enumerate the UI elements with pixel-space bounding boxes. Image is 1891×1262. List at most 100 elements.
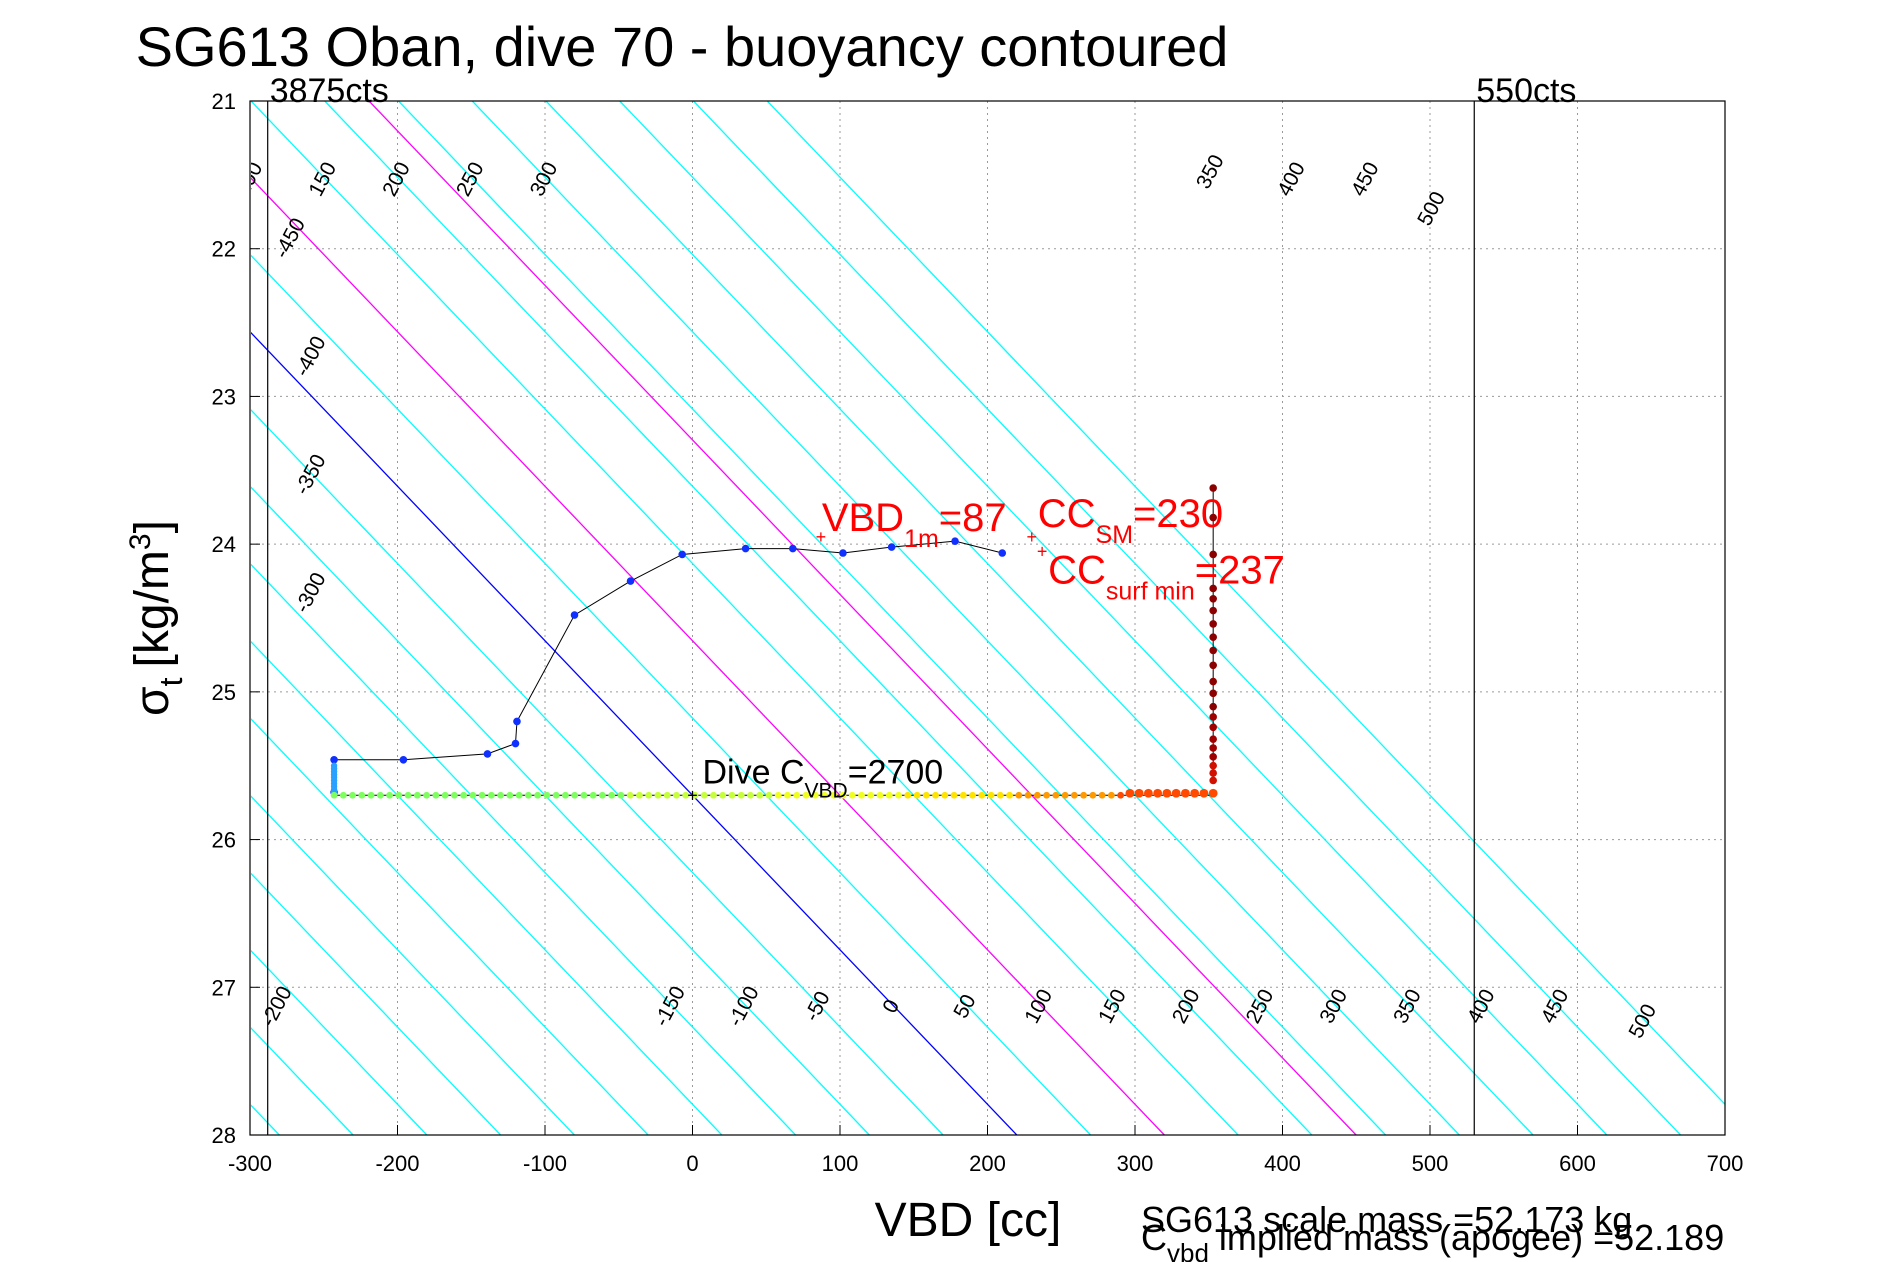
surface-path-point [793, 791, 801, 799]
blue-profile-point [330, 756, 338, 764]
marker-label-value: =87 [939, 496, 1007, 540]
surface-path-point [562, 791, 569, 799]
surface-path-point [719, 791, 727, 799]
surface-path-point [682, 791, 690, 799]
x-tick-label: -100 [523, 1151, 567, 1176]
blue-profile-point [678, 550, 686, 559]
surface-path-point [876, 791, 884, 799]
surface-path-point [1033, 791, 1041, 799]
contour-line [471, 101, 1460, 1135]
red-profile-point [1209, 713, 1217, 721]
y-tick-label: 24 [212, 532, 236, 557]
x-tick-label: 700 [1707, 1151, 1744, 1176]
marker-label-sub: surf min [1106, 578, 1195, 606]
x-tick-label: -300 [228, 1151, 272, 1176]
surface-path-point [1143, 788, 1153, 798]
marker-label-main: CC [1048, 549, 1106, 593]
surface-path-point [580, 791, 588, 799]
annotation-markers: +VBD1m=87 +CCSM=230+ CCsurf min=237+Dive C… [687, 492, 1285, 806]
surface-path-point [756, 791, 764, 799]
x-tick-label: -200 [375, 1151, 419, 1176]
surface-path-point [996, 791, 1004, 799]
chart-title: SG613 Oban, dive 70 - buoyancy contoured [136, 15, 1229, 78]
contour-line [693, 101, 1682, 1135]
red-profile-point [1209, 646, 1217, 655]
surface-path-point [941, 791, 949, 799]
surface-path-point [460, 791, 468, 799]
contour-line [251, 177, 1165, 1135]
surface-path-point [885, 791, 893, 799]
surface-path-point [811, 791, 819, 799]
surface-path-point [1070, 791, 1078, 799]
red-profile-point [1209, 677, 1217, 686]
vbd-limit-lines: 3875cts 550cts [267, 72, 1576, 1135]
surface-path-point [1162, 788, 1172, 798]
red-profile-point [1209, 776, 1217, 785]
surface-path-point [367, 791, 375, 799]
red-profile-point [1209, 513, 1217, 522]
surface-path-point [395, 791, 403, 799]
surface-path-point [423, 791, 431, 799]
y-tick-label: 28 [212, 1123, 236, 1148]
surface-path-point [626, 791, 634, 799]
surface-path-point [1125, 788, 1135, 798]
marker-label: CCsurf min=237 [1048, 549, 1285, 606]
surface-path-point [1098, 791, 1106, 799]
y-axis-label-sup: 3 [124, 533, 157, 550]
contour-line-cc-sm [368, 101, 1357, 1135]
vbd-limit-label: 550cts [1476, 72, 1576, 110]
surface-path-point [848, 791, 856, 799]
surface-path-point [959, 791, 967, 799]
red-profile-point [1209, 661, 1217, 670]
surface-path-point [737, 791, 745, 799]
contour-line [251, 872, 502, 1135]
surface-path-point [987, 791, 995, 799]
surface-path-point [525, 791, 532, 799]
surface-path-point [710, 791, 717, 799]
surface-path-point [1117, 791, 1125, 799]
y-tick-label: 22 [212, 237, 236, 262]
blue-profile-point [511, 739, 520, 748]
surface-path-point [700, 791, 708, 799]
blue-profile-point [570, 611, 579, 619]
surface-path-point [969, 791, 976, 799]
red-profile-point [1209, 620, 1217, 628]
contour-line [251, 101, 1239, 1135]
marker-label-main: VBD [822, 496, 904, 540]
x-axis-label: VBD [cc] [875, 1194, 1062, 1247]
contour-line [251, 486, 870, 1135]
red-profile-point [1209, 584, 1217, 593]
surface-path-point [774, 791, 782, 799]
blue-profile-point [789, 544, 797, 553]
surface-path-point [654, 791, 662, 799]
surface-path-point [1107, 791, 1115, 799]
contour-line [324, 101, 1313, 1135]
surface-path-point [349, 791, 356, 799]
y-axis-label-unit: [kg/m [126, 550, 179, 667]
marker-label-value: =237 [1195, 549, 1285, 593]
surface-path-point [673, 791, 680, 799]
surface-path-point [1181, 788, 1190, 798]
surface-path-point [358, 791, 366, 799]
red-profile-point [1209, 606, 1217, 615]
surface-path-point [663, 791, 671, 799]
y-tick-label: 26 [212, 828, 236, 853]
contour-line [766, 101, 1725, 1106]
marker-label-sub: 1m [904, 525, 939, 553]
svg-text:σt[kg/m3]: σt [kg/m3] [124, 520, 189, 716]
x-tick-label: 400 [1264, 1151, 1301, 1176]
surface-path-point [913, 791, 921, 799]
surface-path-point [543, 791, 551, 799]
surface-path-point [1006, 791, 1013, 799]
surface-path-point [1080, 791, 1088, 799]
surface-path-point [691, 791, 699, 799]
blue-profile-point [951, 537, 959, 545]
red-profile-point [1209, 761, 1217, 770]
red-profile-point [1209, 689, 1217, 698]
y-tick-label: 23 [212, 384, 236, 409]
surface-path-point [339, 791, 347, 799]
surface-path-point [450, 791, 458, 799]
grid-lines [250, 101, 1725, 1135]
surface-path-point [515, 791, 523, 799]
surface-path-point [478, 791, 486, 799]
